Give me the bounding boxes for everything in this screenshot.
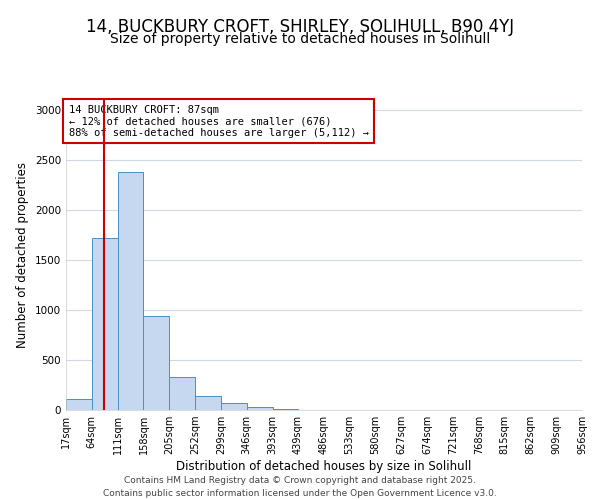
Bar [143, 316, 169, 410]
Bar [272, 409, 298, 410]
Bar [66, 399, 92, 410]
Bar [247, 406, 272, 410]
X-axis label: Distribution of detached houses by size in Solihull: Distribution of detached houses by size … [176, 460, 472, 473]
Text: 14, BUCKBURY CROFT, SHIRLEY, SOLIHULL, B90 4YJ: 14, BUCKBURY CROFT, SHIRLEY, SOLIHULL, B… [86, 18, 514, 36]
Text: 14 BUCKBURY CROFT: 87sqm
← 12% of detached houses are smaller (676)
88% of semi-: 14 BUCKBURY CROFT: 87sqm ← 12% of detach… [68, 104, 368, 138]
Bar [195, 396, 221, 410]
Bar [169, 377, 195, 410]
Bar [118, 172, 143, 410]
Text: Contains HM Land Registry data © Crown copyright and database right 2025.
Contai: Contains HM Land Registry data © Crown c… [103, 476, 497, 498]
Y-axis label: Number of detached properties: Number of detached properties [16, 162, 29, 348]
Bar [92, 238, 118, 410]
Text: Size of property relative to detached houses in Solihull: Size of property relative to detached ho… [110, 32, 490, 46]
Bar [221, 402, 247, 410]
